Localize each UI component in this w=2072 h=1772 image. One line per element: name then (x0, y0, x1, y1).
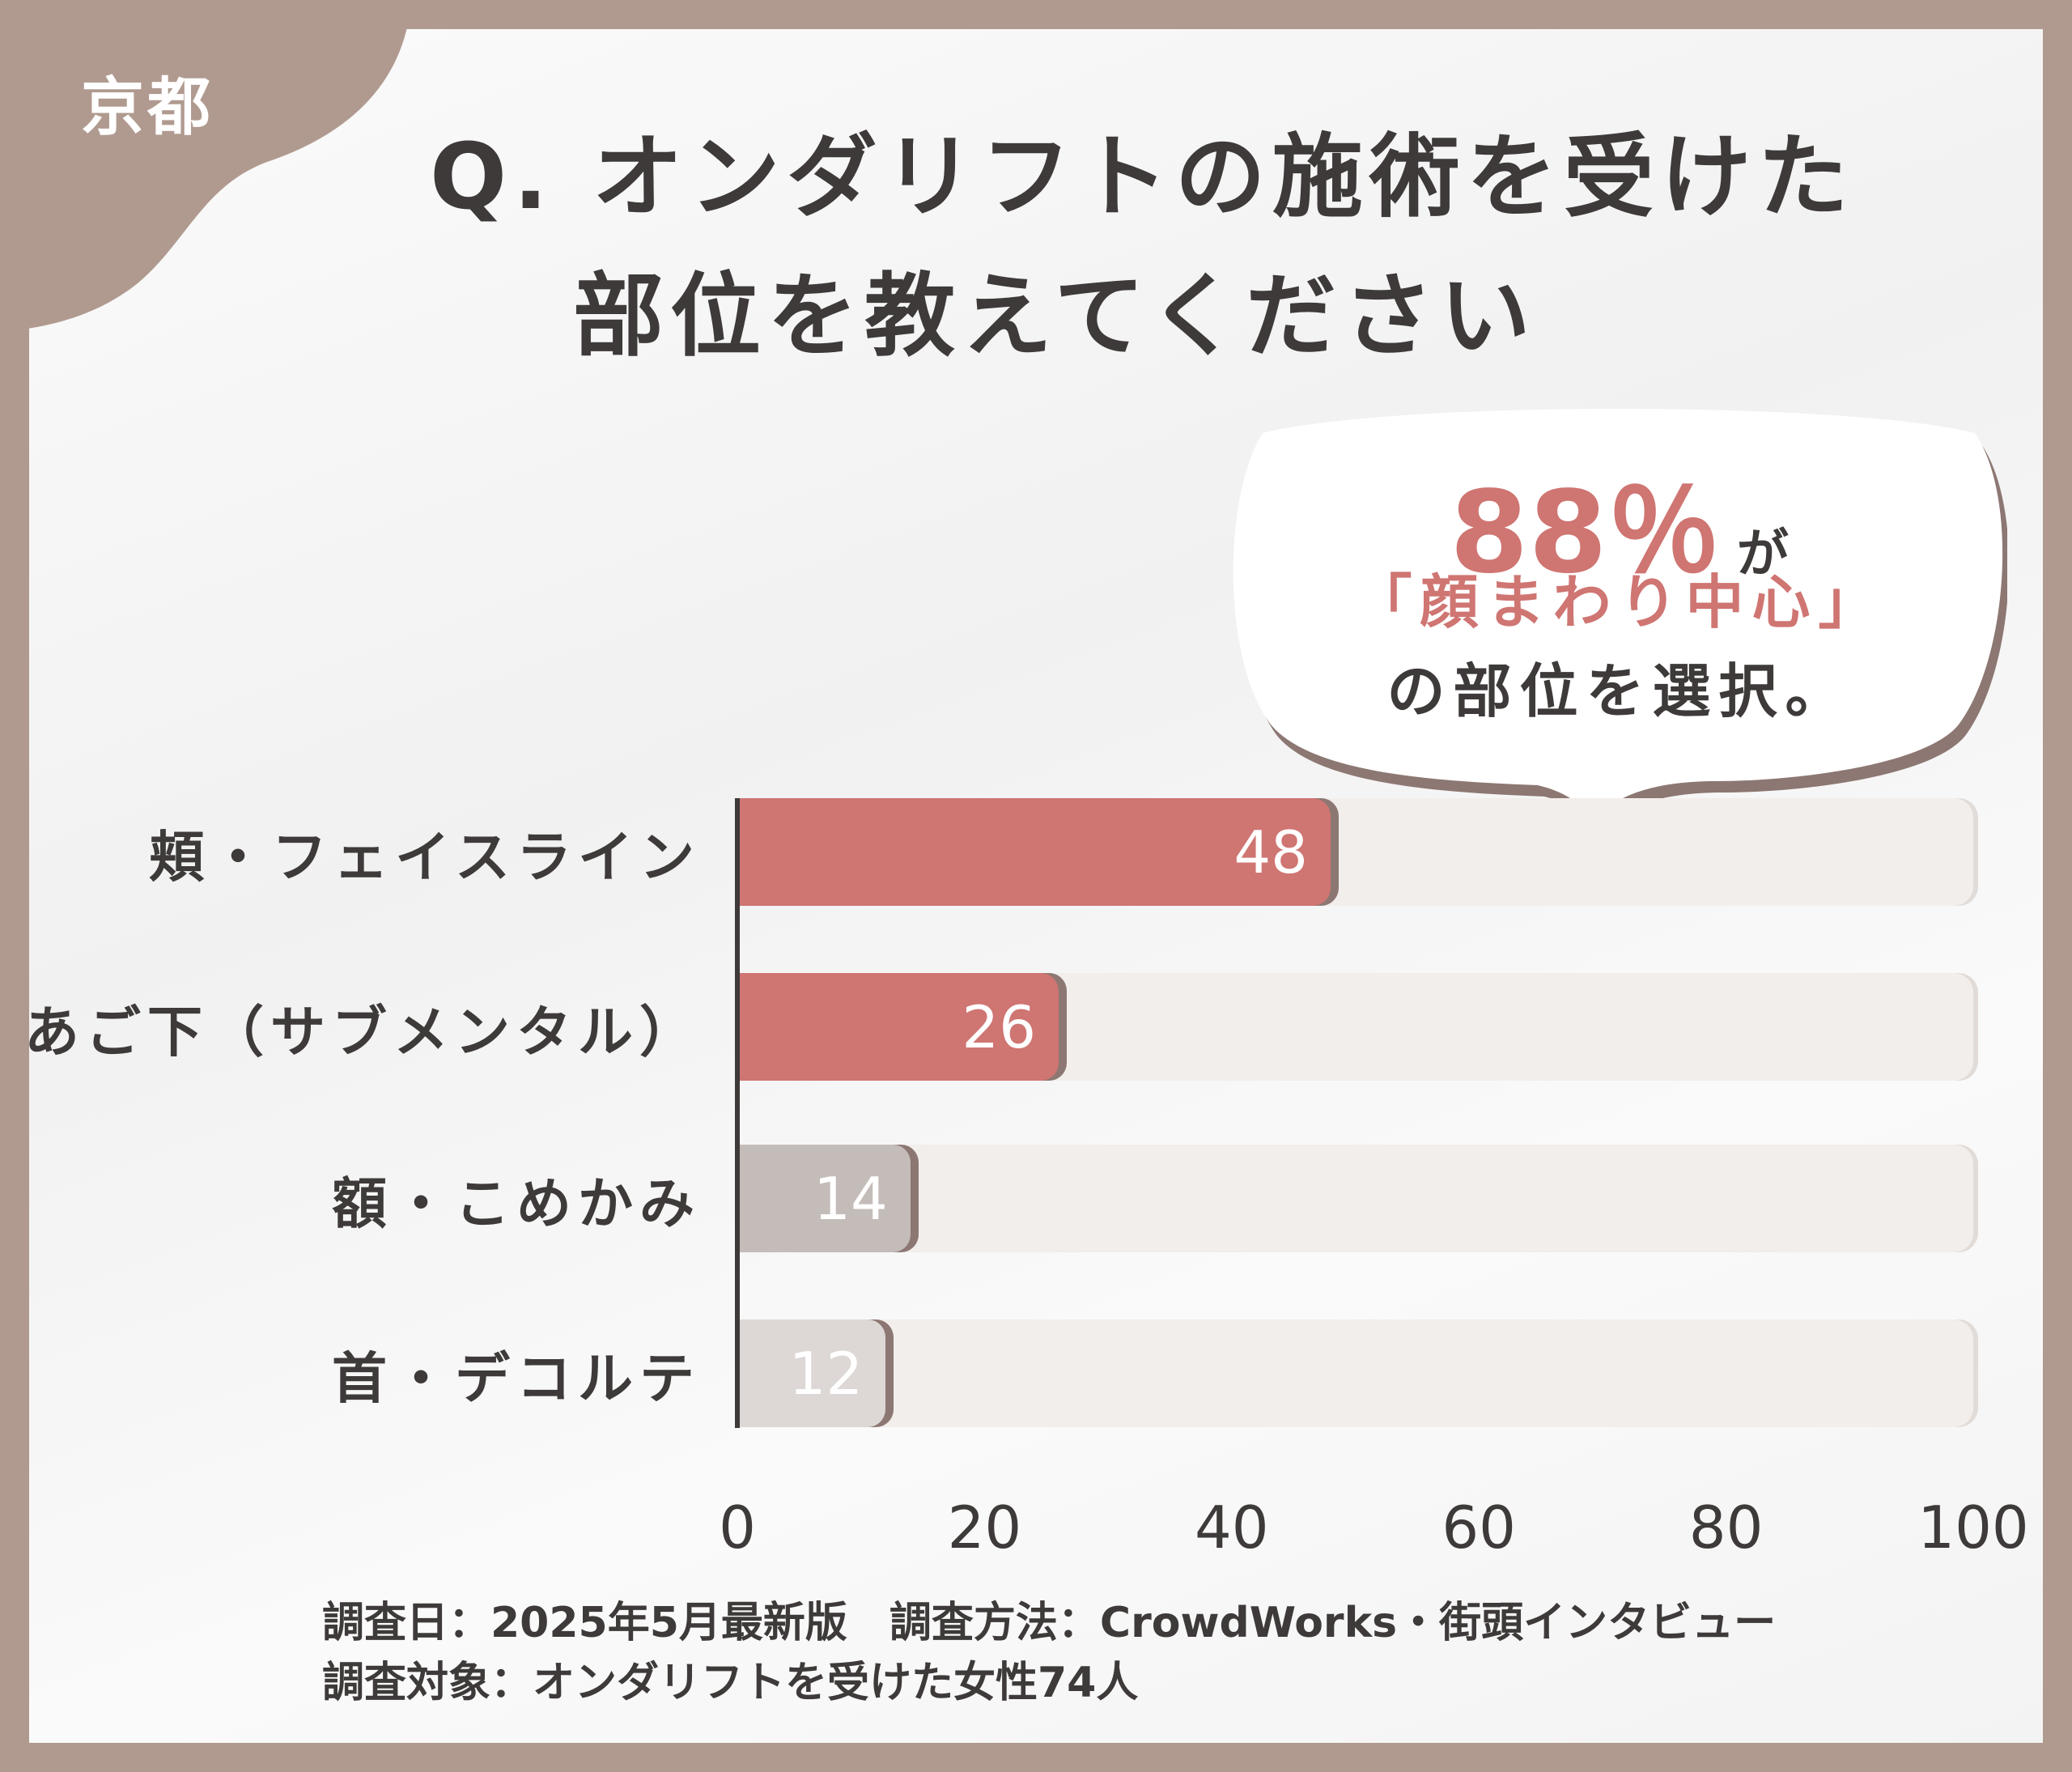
bar (737, 973, 1059, 1081)
bar-track (737, 1319, 1973, 1427)
callout-particle: が (1736, 525, 1789, 584)
x-tick-label: 20 (947, 1494, 1022, 1562)
bar-track (737, 1145, 1973, 1252)
x-tick-label: 100 (1917, 1494, 2029, 1562)
callout-percent-value: 88％ (1450, 467, 1721, 599)
callout-highlight: 「顔まわり中心」 (1353, 568, 1885, 636)
footer-survey-info: 調査日：2025年5月最新版 調査方法：CrowdWorks・街頭インタビュー (322, 1599, 1777, 1647)
speech-bubble (1233, 409, 2007, 830)
x-tick-label: 60 (1441, 1494, 1516, 1562)
category-label: 額・こめかみ (331, 1172, 701, 1236)
bar (737, 1319, 886, 1427)
x-tick-label: 80 (1688, 1494, 1764, 1562)
bar-value-label: 48 (1233, 818, 1308, 886)
bar-value-label: 14 (813, 1164, 888, 1233)
category-label: 首・デコルテ (331, 1347, 701, 1411)
city-badge: 京都 (81, 71, 214, 144)
footer-survey-target: 調査対象：オンダリフトを受けた女性74人 (322, 1659, 1139, 1707)
bar (737, 1145, 911, 1252)
callout-percent: 88％ が (1236, 441, 2002, 605)
x-tick-label: 0 (719, 1494, 756, 1562)
x-tick-label: 40 (1194, 1494, 1269, 1562)
category-label: あご下（サブメンタル） (23, 1001, 701, 1064)
category-label: 頬・フェイスライン (149, 826, 701, 890)
bar-value-label: 26 (962, 992, 1037, 1061)
bar (737, 798, 1331, 906)
title-line-2: 部位を教えてください (573, 264, 1538, 369)
bar-value-label: 12 (788, 1339, 864, 1408)
y-axis-line (735, 798, 740, 1428)
callout-rest: の部位を選択。 (1386, 657, 1852, 725)
corner-badge-shape (0, 0, 411, 332)
title-line-1: Q. オンダリフトの施術を受けた (430, 125, 1855, 230)
